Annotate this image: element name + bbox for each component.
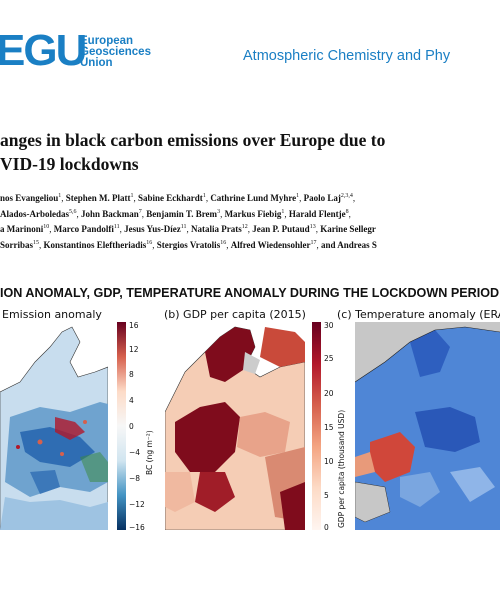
- author-name: Marco Pandolfi: [53, 224, 114, 234]
- panel-a-label: Emission anomaly: [2, 308, 102, 321]
- author-name: Jean P. Putaud: [252, 224, 310, 234]
- panel-c-label: (c) Temperature anomaly (ERA: [337, 308, 500, 321]
- author-affiliation: 2,3,4: [340, 193, 353, 199]
- panel-b-label: (b) GDP per capita (2015): [164, 308, 306, 321]
- colorbar-b-tick: 5: [324, 491, 329, 500]
- author-affiliation: 3: [217, 208, 221, 215]
- author-name: Harald Flentje: [288, 208, 346, 219]
- author-name: Alados-Arboledas: [0, 208, 70, 219]
- author-name: a Marinoni: [0, 224, 44, 234]
- author-name: and Andreas S: [320, 239, 377, 250]
- egu-logo-line: Geosciences: [80, 46, 151, 58]
- title-line: VID-19 lockdowns: [0, 154, 139, 174]
- author-name: Karine Sellegr: [320, 224, 376, 234]
- emission-anomaly-map: [0, 322, 108, 530]
- author-affiliation: 7: [138, 208, 142, 215]
- author-affiliation: 1: [202, 193, 206, 199]
- title-line: anges in black carbon emissions over Eur…: [0, 130, 386, 150]
- egu-logo-text: European Geosciences Union: [80, 35, 151, 69]
- colorbar-b-tick: 0: [324, 523, 329, 532]
- author-line: nos Evangeliou1, Stephen M. Platt1, Sabi…: [0, 193, 356, 203]
- author-name: Jesus Yus-Díez: [124, 224, 181, 234]
- author-name: Natalia Prats: [191, 224, 242, 234]
- author-affiliation: 16: [146, 239, 153, 246]
- author-name: Cathrine Lund Myhre: [210, 193, 297, 203]
- colorbar-b-tick: 20: [324, 389, 334, 398]
- colorbar-b-tick: 15: [324, 423, 334, 432]
- colorbar-b-tick: 10: [324, 457, 334, 466]
- colorbar-b-title: GDP per capita (thousand USD): [337, 409, 346, 528]
- colorbar-a-tick: −4: [129, 448, 141, 457]
- colorbar-b-tick: 30: [324, 321, 334, 330]
- colorbar-a-tick: 0: [129, 422, 134, 431]
- colorbar-a-tick: 12: [129, 345, 139, 354]
- author-affiliation: 16: [220, 239, 227, 246]
- colorbar-a-title: BC (ng m⁻²): [145, 430, 154, 475]
- author-affiliation: 1: [58, 193, 62, 199]
- colorbar-a-tick: 16: [129, 321, 139, 330]
- author-affiliation: 8: [345, 208, 349, 215]
- author-affiliation: 1: [281, 208, 285, 215]
- author-name: Benjamin T. Brem: [146, 208, 218, 219]
- egu-logo-mark: EGU: [0, 26, 87, 75]
- author-line: a Marinoni10, Marco Pandolfi11, Jesus Yu…: [0, 224, 376, 234]
- colorbar-b: [312, 322, 321, 530]
- colorbar-a-tick: −12: [129, 500, 145, 509]
- colorbar-a: [117, 322, 126, 530]
- author-list: nos Evangeliou1, Stephen M. Platt1, Sabi…: [0, 190, 500, 252]
- author-affiliation: 13: [309, 224, 316, 230]
- author-name: Sabine Eckhardt: [138, 193, 203, 203]
- author-affiliation: 10: [43, 224, 50, 230]
- author-name: Markus Fiebig: [224, 208, 282, 219]
- author-name: Alfred Wiedensohler: [230, 239, 311, 250]
- egu-logo-line: Union: [80, 57, 113, 69]
- figure-header: ION ANOMALY, GDP, TEMPERATURE ANOMALY DU…: [0, 286, 500, 300]
- colorbar-a-tick: −8: [129, 474, 141, 483]
- author-affiliation: 15: [33, 239, 40, 246]
- author-affiliation: 12: [241, 224, 248, 230]
- journal-name: Atmospheric Chemistry and Phy: [243, 48, 451, 64]
- author-line: Alados-Arboledas5,6, John Backman7, Benj…: [0, 208, 351, 219]
- author-affiliation: 17: [310, 239, 317, 246]
- author-name: Konstantinos Eleftheriadis: [43, 239, 147, 250]
- author-affiliation: 5,6: [69, 208, 77, 215]
- author-name: Paolo Laj: [303, 193, 341, 203]
- colorbar-b-tick: 25: [324, 354, 334, 363]
- gdp-map: [165, 322, 305, 530]
- egu-logo-line: European: [80, 35, 134, 47]
- author-name: Stephen M. Platt: [65, 193, 131, 203]
- author-affiliation: 11: [180, 224, 187, 230]
- colorbar-a-tick: −16: [129, 523, 145, 532]
- colorbar-a-tick: 8: [129, 370, 134, 379]
- author-name: John Backman: [81, 208, 139, 219]
- author-name: Sorribas: [0, 239, 34, 250]
- author-affiliation: 1: [130, 193, 134, 199]
- paper-title: anges in black carbon emissions over Eur…: [0, 128, 500, 176]
- colorbar-b-ticks: 30 25 20 15 10 5 0: [324, 321, 338, 532]
- colorbar-a-tick: 4: [129, 396, 134, 405]
- author-line: Sorribas15, Konstantinos Eleftheriadis16…: [0, 239, 377, 250]
- author-affiliation: 11: [113, 224, 120, 230]
- author-name: Stergios Vratolis: [156, 239, 221, 250]
- temperature-anomaly-map: [355, 322, 500, 530]
- colorbar-a-ticks: 16 12 8 4 0 −4 −8 −12 −16: [129, 321, 145, 532]
- author-name: nos Evangeliou: [0, 193, 59, 203]
- author-affiliation: 1: [296, 193, 300, 199]
